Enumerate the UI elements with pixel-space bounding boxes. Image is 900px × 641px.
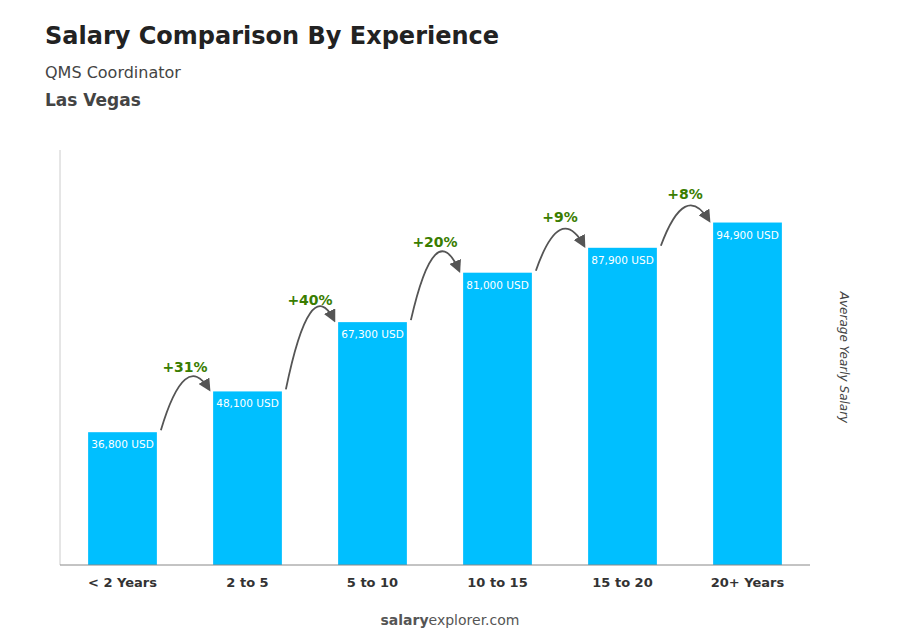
data-label: 94,900 USD bbox=[716, 229, 779, 241]
bar bbox=[213, 391, 282, 565]
watermark-part: explorer.com bbox=[429, 612, 520, 628]
title: Salary Comparison By Experience bbox=[45, 22, 499, 50]
x-tick-label: 20+ Years bbox=[711, 575, 785, 590]
x-tick-label: 2 to 5 bbox=[226, 575, 268, 590]
chart-container: Salary Comparison By Experience QMS Coord… bbox=[0, 0, 900, 641]
change-arrow bbox=[661, 205, 709, 245]
data-label: 81,000 USD bbox=[466, 279, 529, 291]
subtitle: Las Vegas bbox=[45, 90, 141, 110]
change-arrow bbox=[161, 376, 209, 430]
change-arrow bbox=[286, 306, 334, 389]
change-arrow bbox=[411, 251, 459, 320]
subtitle: QMS Coordinator bbox=[45, 63, 181, 82]
change-arrow bbox=[536, 229, 584, 271]
bar bbox=[463, 273, 532, 565]
annotation: +20% bbox=[412, 234, 457, 250]
annotation: +9% bbox=[542, 209, 578, 225]
x-tick-label: 5 to 10 bbox=[347, 575, 398, 590]
chart-svg: Salary Comparison By Experience QMS Coord… bbox=[0, 0, 900, 641]
watermark-part: salary bbox=[381, 612, 429, 628]
annotation: +31% bbox=[162, 359, 207, 375]
y-axis-label: Average Yearly Salary bbox=[837, 291, 851, 424]
x-tick-label: 15 to 20 bbox=[592, 575, 652, 590]
annotation: +8% bbox=[667, 186, 703, 202]
y-axis-line bbox=[60, 150, 61, 565]
data-label: 67,300 USD bbox=[341, 328, 404, 340]
bars bbox=[88, 223, 782, 565]
bar bbox=[588, 248, 657, 565]
watermark: salaryexplorer.com bbox=[381, 612, 520, 628]
x-axis-line bbox=[60, 565, 810, 566]
bar bbox=[713, 223, 782, 565]
data-label: 48,100 USD bbox=[216, 397, 279, 409]
bar bbox=[338, 322, 407, 565]
annotation: +40% bbox=[287, 292, 332, 308]
data-label: 36,800 USD bbox=[91, 438, 154, 450]
x-tick-label: < 2 Years bbox=[88, 575, 157, 590]
x-tick-label: 10 to 15 bbox=[467, 575, 527, 590]
data-label: 87,900 USD bbox=[591, 254, 654, 266]
bar bbox=[88, 432, 157, 565]
